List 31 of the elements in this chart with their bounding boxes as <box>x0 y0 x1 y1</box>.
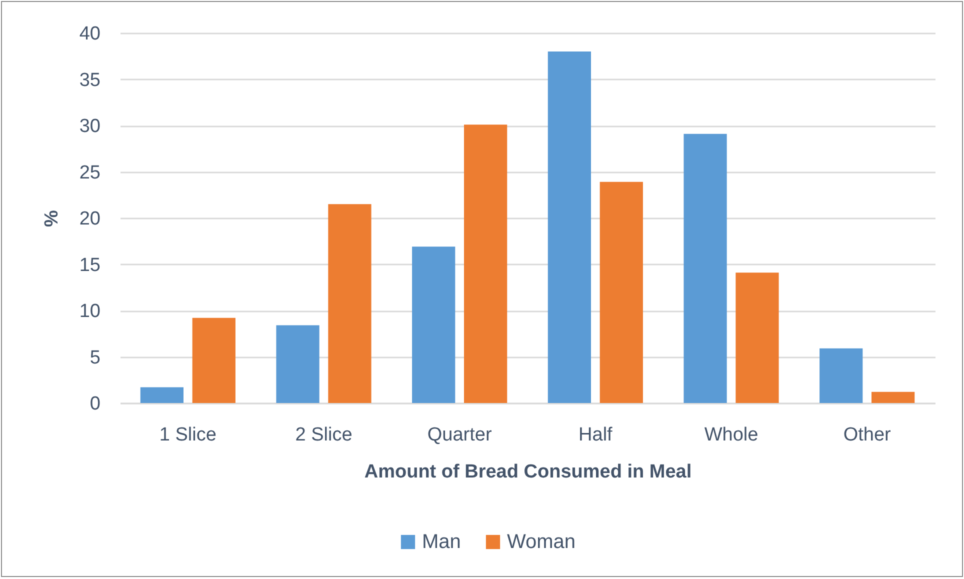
bar <box>600 182 643 403</box>
y-tick-label: 10 <box>79 301 100 322</box>
x-tick-label: Whole <box>704 424 758 446</box>
x-tick-label: Quarter <box>427 424 492 446</box>
bar <box>548 52 591 403</box>
y-tick-label: 0 <box>90 394 100 414</box>
legend-label: Man <box>422 531 461 553</box>
y-tick-label: 30 <box>79 116 100 137</box>
x-tick-label: 2 Slice <box>295 424 352 446</box>
bar <box>140 387 184 403</box>
y-tick-label: 25 <box>79 162 100 184</box>
y-tick-label: 20 <box>79 208 100 230</box>
y-tick-label: 15 <box>79 254 100 276</box>
bar <box>328 204 372 403</box>
x-axis-title: Amount of Bread Consumed in Meal <box>364 462 692 482</box>
x-tick-label: 1 Slice <box>159 424 216 446</box>
bar <box>736 272 779 403</box>
bar <box>464 124 508 403</box>
bar <box>276 325 320 403</box>
y-tick-label: 5 <box>90 347 100 368</box>
bar <box>820 348 863 403</box>
bar <box>192 318 236 403</box>
bar <box>412 246 456 403</box>
legend-label: Woman <box>507 531 576 553</box>
x-tick-label: Half <box>578 424 614 446</box>
y-axis-title: % <box>41 210 62 227</box>
bar <box>872 392 915 403</box>
y-tick-label: 35 <box>79 70 100 91</box>
bar <box>684 134 727 403</box>
y-tick-label: 40 <box>79 24 100 44</box>
x-tick-label: Other <box>843 424 892 446</box>
